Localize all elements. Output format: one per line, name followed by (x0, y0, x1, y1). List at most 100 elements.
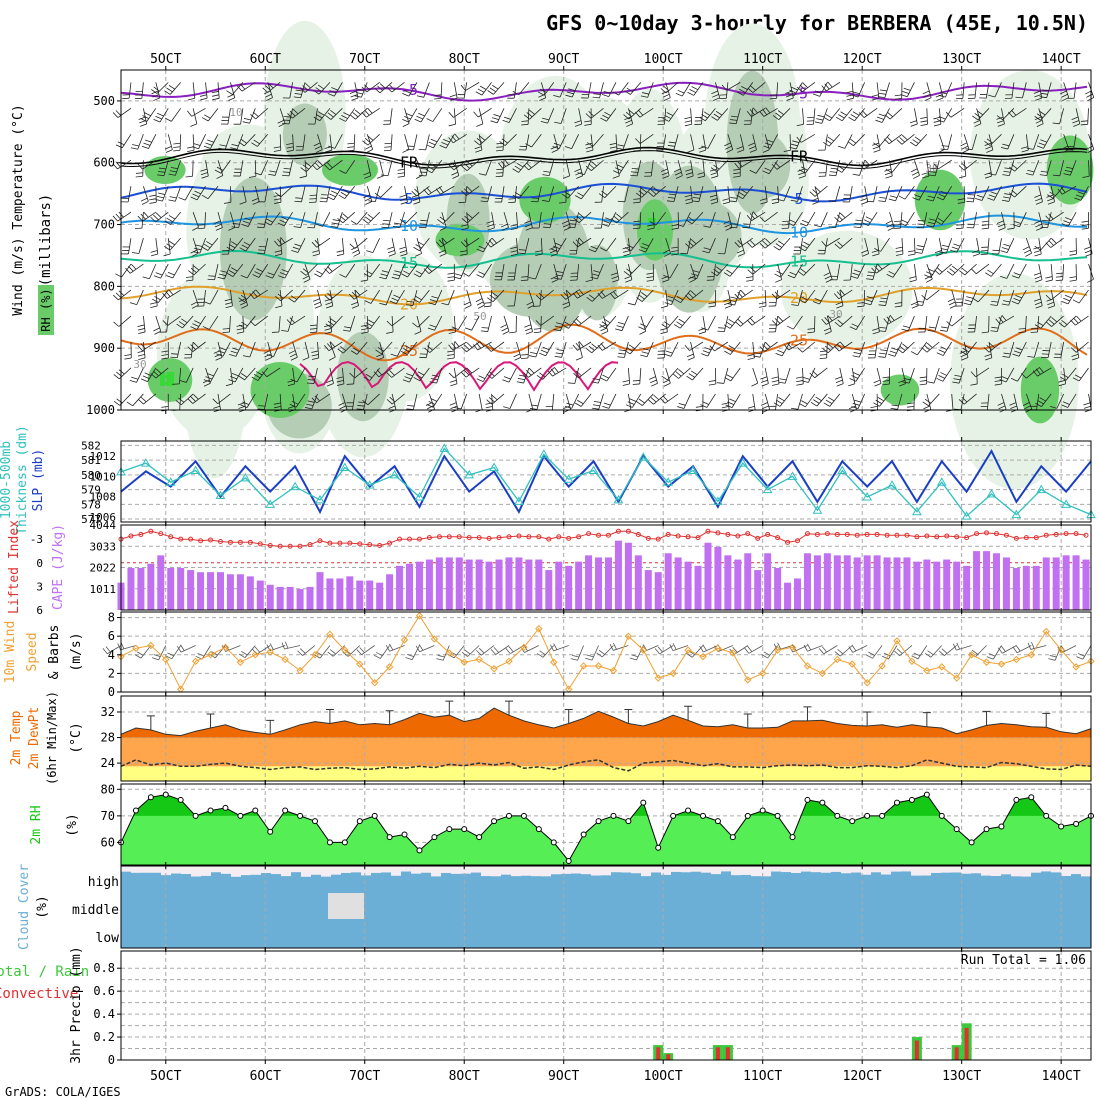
wind-barb (166, 289, 181, 299)
wind-barb (915, 304, 923, 306)
wind-barb (819, 82, 828, 97)
wind-barb (454, 407, 462, 410)
x-tick-label: 8OCT (449, 1069, 480, 1084)
wind-barb (550, 368, 556, 375)
wind-barb (265, 357, 273, 361)
wind-barb (764, 237, 778, 249)
wind-barb (1073, 82, 1077, 99)
wind-barb (436, 367, 443, 384)
wind-barb (723, 220, 731, 224)
wind-barb (304, 407, 312, 410)
wind-barb (217, 212, 223, 228)
wind-barb (1037, 316, 1040, 333)
wind-barb (677, 160, 683, 176)
wind-barb (1025, 238, 1032, 254)
wind-barb (1033, 341, 1040, 358)
wind-barb (936, 377, 944, 382)
wind-speed-marker (221, 643, 230, 652)
wind-barb (774, 291, 780, 298)
wind-barb (801, 244, 808, 249)
wind-barb (964, 263, 977, 276)
wind-barb (336, 250, 344, 253)
wind-barb (1050, 289, 1056, 306)
wind-barb (330, 110, 337, 115)
cape-bar (843, 555, 851, 610)
wind-speed-marker (773, 646, 782, 654)
wind-barb (142, 160, 144, 177)
thickness-marker (489, 462, 499, 472)
wind-barb (575, 318, 582, 324)
cape-bar (664, 553, 672, 610)
wind-barb (653, 394, 660, 401)
wind-barb (690, 263, 697, 280)
wind-barb (952, 643, 957, 651)
wind-barb (398, 263, 405, 280)
cloud-high-bar (191, 876, 201, 893)
wind-barb (238, 653, 246, 659)
wind-barb (613, 642, 617, 650)
wind-barb (996, 289, 1002, 306)
wind-barb (404, 108, 410, 124)
x-tick-label: 5OCT (150, 52, 181, 67)
wind-barb (933, 123, 941, 127)
wind-barb (875, 399, 882, 405)
wind-barb (390, 134, 393, 151)
wind-barb (1045, 276, 1053, 279)
wind-barb (939, 251, 947, 254)
wind-barb (397, 175, 405, 178)
wind-barb (488, 239, 495, 246)
wind-barb (1001, 212, 1006, 228)
wind-barb (353, 252, 360, 257)
wind-barb (863, 302, 871, 306)
wind-barb (1052, 174, 1060, 177)
wind-barb (155, 211, 169, 223)
wind-barb (366, 160, 372, 176)
wind-barb (725, 145, 732, 150)
wind-barb (503, 406, 511, 409)
wind-barb (823, 645, 838, 655)
wind-barb (514, 165, 522, 171)
wind-barb (543, 82, 555, 96)
wind-barb (577, 237, 592, 248)
lifted-index-marker (526, 534, 532, 540)
wind-barb (153, 654, 161, 658)
wind-barb (136, 367, 144, 383)
lifted-index-marker (596, 532, 602, 538)
y-axis-label: 2m DewPt (27, 707, 42, 770)
wind-barb (207, 278, 215, 281)
wind-barb (242, 316, 245, 333)
cloud-high-bar (1001, 874, 1011, 893)
cloud-high-bar (611, 872, 621, 893)
rh-marker (655, 844, 662, 851)
wind-barb (526, 162, 532, 169)
wind-barb (826, 263, 833, 280)
wind-barb (1037, 321, 1044, 326)
wind-barb (684, 194, 692, 198)
wind-barb (642, 348, 650, 351)
wind-barb (791, 304, 799, 306)
wind-barb (392, 226, 400, 228)
wind-barb (207, 108, 219, 122)
wind-barb (166, 275, 173, 279)
wind-barb (1047, 305, 1055, 309)
wind-barb (434, 315, 443, 331)
wind-barb (577, 192, 584, 197)
wind-barb (866, 200, 874, 203)
wind-barb (715, 186, 719, 203)
wind-barb (192, 323, 199, 327)
wind-barb (924, 97, 932, 101)
rh-contour-70 (435, 223, 485, 257)
wind-barb (762, 149, 770, 153)
wind-barb (1001, 199, 1010, 202)
cloud-high-bar (381, 872, 391, 893)
wind-barb (760, 376, 768, 380)
wind-barb (802, 341, 816, 353)
wind-barb (590, 276, 598, 280)
wind-barb (902, 325, 910, 328)
wind-barb (577, 172, 585, 176)
wind-barb (954, 374, 962, 377)
wind-barb (923, 405, 931, 410)
wind-barb (279, 272, 287, 276)
cloud-high-bar (651, 872, 661, 893)
wind-barb (140, 378, 148, 383)
